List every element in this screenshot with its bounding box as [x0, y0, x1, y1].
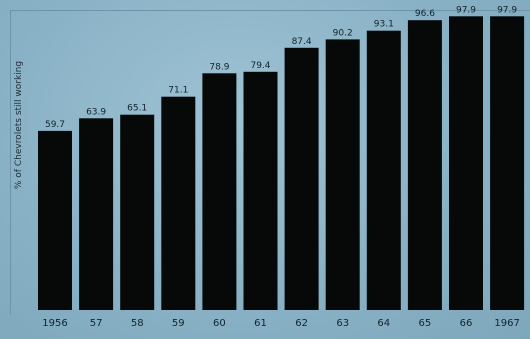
x-tick-label-61: 61 — [254, 318, 267, 329]
bar-60 — [202, 73, 237, 310]
x-tick-label-62: 62 — [295, 318, 308, 329]
bar-64 — [366, 30, 401, 310]
data-label-57: 63.9 — [86, 107, 106, 117]
x-tick-label-58: 58 — [131, 318, 144, 329]
data-label-60: 78.9 — [209, 62, 229, 72]
data-label-58: 65.1 — [127, 104, 147, 114]
x-tick-label-64: 64 — [377, 318, 390, 329]
x-tick-label-60: 60 — [213, 318, 226, 329]
x-tick-label-66: 66 — [460, 318, 473, 329]
bar-59 — [161, 96, 196, 310]
data-label-1967: 97.9 — [497, 5, 517, 15]
x-tick-label-1956: 1956 — [42, 318, 67, 329]
data-label-1956: 59.7 — [45, 120, 65, 130]
x-tick-label-59: 59 — [172, 318, 185, 329]
x-tick-label-57: 57 — [90, 318, 103, 329]
bar-65 — [407, 20, 442, 310]
x-tick-label-65: 65 — [419, 318, 432, 329]
bar-63 — [325, 39, 360, 311]
bar-61 — [243, 71, 278, 310]
bar-57 — [79, 118, 114, 310]
data-label-64: 93.1 — [374, 20, 394, 30]
bar-58 — [120, 114, 155, 310]
bar-62 — [284, 47, 319, 311]
bar-1967 — [490, 16, 525, 311]
x-tick-label-1967: 1967 — [494, 318, 519, 329]
data-label-59: 71.1 — [168, 86, 188, 96]
chart-frame-top-border — [10, 10, 530, 11]
bar-66 — [449, 16, 483, 311]
data-label-61: 79.4 — [250, 61, 270, 71]
data-label-66: 97.9 — [456, 5, 476, 15]
data-label-63: 90.2 — [333, 28, 353, 38]
data-label-65: 96.6 — [415, 9, 435, 19]
data-label-62: 87.4 — [292, 37, 312, 47]
chart-frame-left-border — [10, 10, 11, 315]
x-tick-label-63: 63 — [336, 318, 349, 329]
bar-1956 — [38, 130, 72, 310]
